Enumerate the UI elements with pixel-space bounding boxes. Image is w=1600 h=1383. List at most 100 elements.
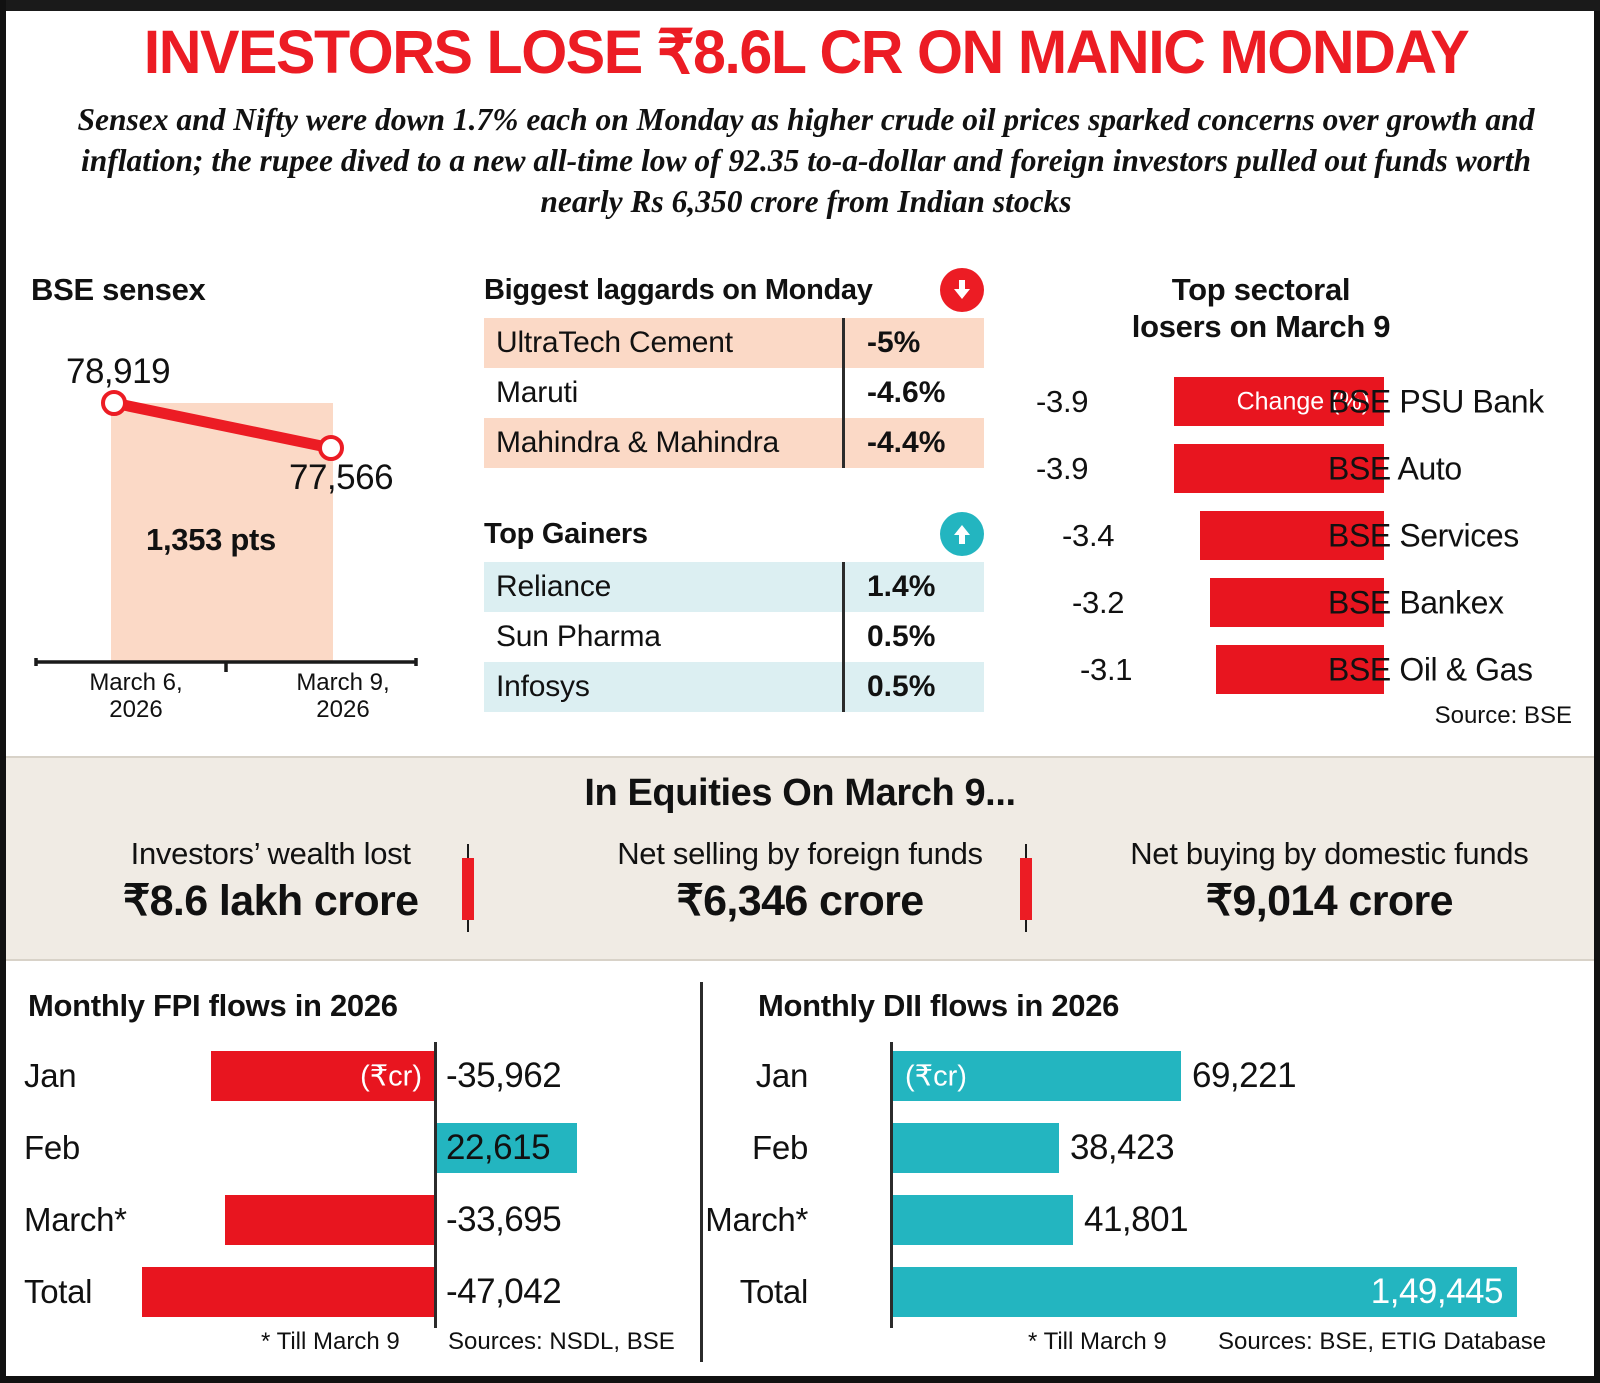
sectoral-row: -3.2 BSE Bankex [1036, 569, 1596, 636]
dii-label: Feb [752, 1129, 808, 1166]
dii-value: 41,801 [1084, 1200, 1189, 1239]
series-label: Change (%) [1236, 387, 1370, 415]
band-cell: Investors’ wealth lost ₹8.6 lakh crore [6, 836, 535, 926]
sensex-chart: 78,919 77,566 1,353 pts March 6, 2026 Mar… [6, 330, 456, 730]
fpi-label: Feb [24, 1129, 80, 1166]
sensex-end-value: 77,566 [289, 458, 394, 497]
dii-label: Jan [755, 1057, 809, 1094]
up-arrow-glyph [954, 525, 970, 544]
table-row: Reliance 1.4% [484, 562, 984, 612]
band-cell-value: ₹6,346 crore [676, 877, 924, 925]
gainer-name: Reliance [496, 570, 612, 603]
fpi-sources: Sources: NSDL, BSE [448, 1328, 675, 1355]
sensex-start-value: 78,919 [66, 352, 171, 391]
band-cell-label: Net buying by domestic funds [1130, 836, 1529, 871]
dii-chart: Jan (₹cr) 69,221 Feb 38,423 March* 41,80… [700, 1040, 1600, 1328]
laggard-name: UltraTech Cement [496, 326, 733, 359]
laggard-value: -4.6% [842, 368, 984, 418]
sectoral-bar-slot [1104, 645, 1384, 694]
dii-bar [893, 1195, 1073, 1245]
sectoral-name: BSE Bankex [1328, 584, 1504, 620]
band-cell: Net buying by domestic funds ₹9,014 cror… [1065, 836, 1594, 926]
dii-chart-title: Monthly DII flows in 2026 [758, 988, 1120, 1023]
band-cell-value: ₹9,014 crore [1205, 877, 1454, 925]
gainer-value: 1.4% [842, 562, 984, 612]
dii-sources: Sources: BSE, ETIG Database [1218, 1328, 1547, 1355]
dii-footnote: * Till March 9 [1028, 1328, 1167, 1355]
sectoral-value: -3.9 [1036, 450, 1089, 486]
sectoral-value: -3.9 [1036, 383, 1089, 419]
fpi-value: -35,962 [446, 1056, 562, 1095]
sectoral-bar: Change (%) [1174, 377, 1384, 426]
laggard-name: Mahindra & Mahindra [496, 426, 780, 459]
unit-label: (₹cr) [905, 1060, 967, 1093]
table-row: Sun Pharma 0.5% [484, 612, 984, 662]
dii-value: 1,49,445 [1370, 1272, 1504, 1311]
laggard-value: -5% [842, 318, 984, 368]
sectoral-bar [1200, 511, 1384, 560]
sensex-axis-left: March 6, 2026 [89, 669, 183, 723]
sectoral-row: -3.1 BSE Oil & Gas [1036, 636, 1596, 703]
gainer-name: Infosys [496, 670, 590, 703]
dii-row: Feb 38,423 [700, 1112, 1600, 1184]
fpi-bar [225, 1195, 434, 1245]
sensex-chart-title: BSE sensex [31, 272, 206, 307]
sectoral-source: Source: BSE [1434, 702, 1572, 729]
fpi-value: -47,042 [446, 1272, 562, 1311]
sectoral-bar-slot [1104, 578, 1384, 627]
sectoral-row: -3.9 Change (%) BSE PSU Bank [1036, 368, 1596, 435]
dii-bar: (₹cr) [893, 1051, 1181, 1101]
dii-row: Total 1,49,445 [700, 1256, 1600, 1328]
fpi-zero-axis [434, 1042, 437, 1328]
fpi-bar [437, 1123, 577, 1173]
sectoral-chart: -3.9 Change (%) BSE PSU Bank -3.9 BSE Au… [1036, 368, 1596, 703]
band-cell: Net selling by foreign funds ₹6,346 cror… [535, 836, 1064, 926]
sectoral-name: BSE Auto [1328, 450, 1462, 486]
dii-label: March* [705, 1201, 808, 1238]
band-cell-label: Investors’ wealth lost [130, 836, 411, 871]
fpi-bar: (₹cr) [211, 1051, 434, 1101]
gainer-name: Sun Pharma [496, 620, 661, 653]
sectoral-value: -3.1 [1080, 651, 1133, 687]
dii-value: 69,221 [1192, 1056, 1297, 1095]
gainers-title: Top Gainers [484, 517, 648, 550]
laggard-name: Maruti [496, 376, 579, 409]
fpi-row: Jan (₹cr) -35,962 [6, 1040, 700, 1112]
sectoral-bar-slot [1104, 511, 1384, 560]
unit-label: (₹cr) [360, 1060, 422, 1093]
sectoral-name: BSE PSU Bank [1328, 383, 1544, 419]
dii-label: Total [739, 1273, 809, 1310]
candlestick-divider-icon [461, 844, 475, 932]
fpi-bar [142, 1267, 434, 1317]
sectoral-chart-title: Top sectoral losers on March 9 [1131, 272, 1391, 344]
gainer-value: 0.5% [842, 662, 984, 712]
fpi-row: March* -33,695 [6, 1184, 700, 1256]
sectoral-bar [1174, 444, 1384, 493]
band-cells: Investors’ wealth lost ₹8.6 lakh crore N… [6, 836, 1594, 926]
fpi-label: Jan [24, 1057, 77, 1094]
sensex-line-svg [34, 390, 418, 672]
down-arrow-circle-icon [940, 268, 984, 312]
down-arrow-glyph [954, 280, 970, 299]
sensex-delta-label: 1,353 pts [146, 522, 276, 557]
fpi-label: March* [24, 1201, 127, 1238]
dii-zero-axis [890, 1042, 893, 1328]
laggard-value: -4.4% [842, 418, 984, 468]
gainers-table: Top Gainers Reliance 1.4% Sun Pharma 0.5… [484, 512, 984, 712]
laggards-table: Biggest laggards on Monday UltraTech Cem… [484, 268, 984, 468]
sectoral-value: -3.4 [1062, 517, 1115, 553]
band-cell-value: ₹8.6 lakh crore [122, 877, 419, 925]
sectoral-bar [1210, 578, 1384, 627]
table-row: Maruti -4.6% [484, 368, 984, 418]
subheadline: Sensex and Nifty were down 1.7% each on … [77, 102, 1535, 219]
equities-summary-band: In Equities On March 9... Investors’ wea… [6, 756, 1594, 961]
gainers-header: Top Gainers [484, 512, 984, 562]
fpi-row: Feb 22,615 [6, 1112, 700, 1184]
dii-bar [893, 1123, 1059, 1173]
bottom-charts-divider [700, 982, 703, 1362]
fpi-footnote: * Till March 9 [261, 1328, 400, 1355]
sensex-axis-right: March 9, 2026 [296, 669, 390, 723]
top-black-bar [6, 0, 1600, 11]
sectoral-row: -3.9 BSE Auto [1036, 435, 1596, 502]
